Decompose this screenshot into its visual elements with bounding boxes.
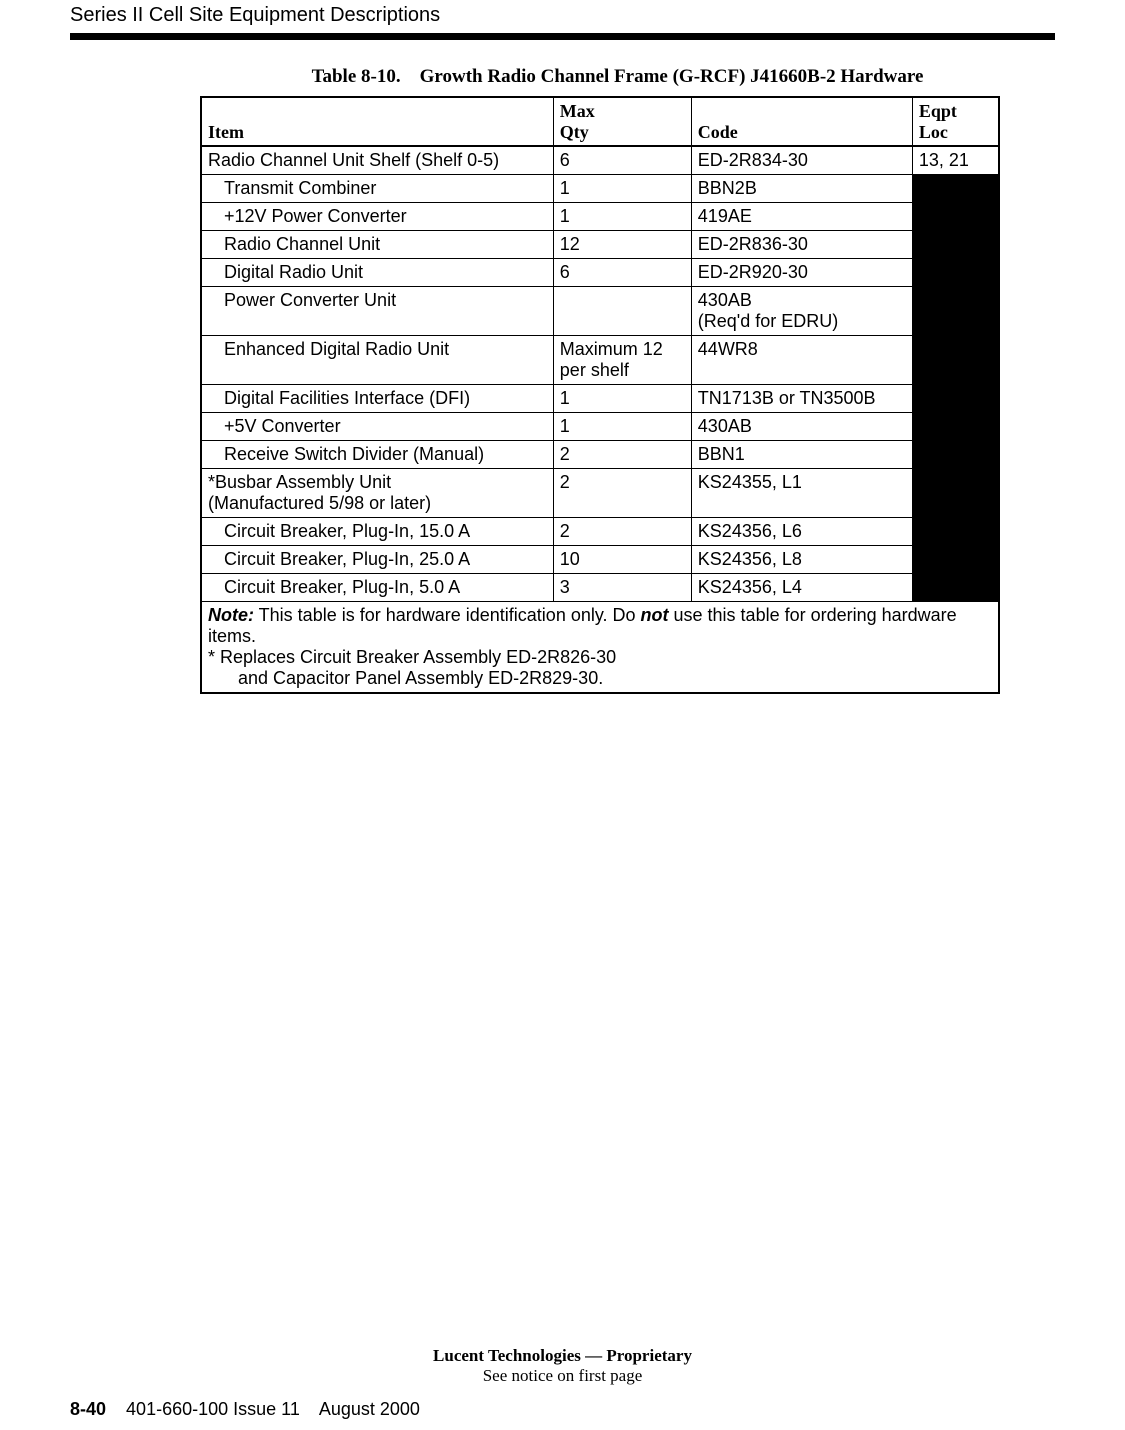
cell-code: KS24356, L4 — [691, 574, 912, 602]
cell-code: ED-2R836-30 — [691, 231, 912, 259]
cell-code: KS24356, L8 — [691, 546, 912, 574]
cell-code: KS24355, L1 — [691, 469, 912, 518]
cell-code: 419AE — [691, 203, 912, 231]
cell-code: BBN1 — [691, 441, 912, 469]
cell-loc — [912, 336, 999, 385]
note-not: not — [641, 605, 669, 625]
doc-date: August 2000 — [319, 1399, 420, 1419]
table-row: Circuit Breaker, Plug-In, 25.0 A10KS2435… — [201, 546, 999, 574]
cell-code: ED-2R920-30 — [691, 259, 912, 287]
footer-line2: See notice on first page — [0, 1366, 1125, 1386]
cell-code: TN1713B or TN3500B — [691, 385, 912, 413]
cell-code: 44WR8 — [691, 336, 912, 385]
cell-qty: 2 — [553, 469, 691, 518]
hardware-table: Item Max Qty Code Eqpt Loc — [200, 96, 1000, 694]
header-rule — [70, 33, 1055, 40]
cell-item: Receive Switch Divider (Manual) — [201, 441, 553, 469]
cell-qty — [553, 287, 691, 336]
cell-code: 430AB — [691, 413, 912, 441]
cell-item: Digital Radio Unit — [201, 259, 553, 287]
col-header-qty: Max Qty — [553, 97, 691, 146]
note-text1: This table is for hardware identificatio… — [254, 605, 641, 625]
cell-item: Radio Channel Unit — [201, 231, 553, 259]
table-row: Radio Channel Unit12ED-2R836-30 — [201, 231, 999, 259]
cell-code: 430AB (Req'd for EDRU) — [691, 287, 912, 336]
cell-loc — [912, 231, 999, 259]
cell-item: Digital Facilities Interface (DFI) — [201, 385, 553, 413]
cell-code: ED-2R834-30 — [691, 146, 912, 175]
cell-loc — [912, 574, 999, 602]
table-note-cell: Note: This table is for hardware identif… — [201, 602, 999, 694]
table-row: Circuit Breaker, Plug-In, 5.0 A3KS24356,… — [201, 574, 999, 602]
table-row: Radio Channel Unit Shelf (Shelf 0-5)6ED-… — [201, 146, 999, 175]
cell-item: +5V Converter — [201, 413, 553, 441]
cell-loc — [912, 259, 999, 287]
table-row: Digital Radio Unit6ED-2R920-30 — [201, 259, 999, 287]
section-title: Series II Cell Site Equipment Descriptio… — [70, 0, 1055, 33]
note-line2: * Replaces Circuit Breaker Assembly ED-2… — [208, 647, 616, 667]
footer-line1: Lucent Technologies — Proprietary — [0, 1346, 1125, 1366]
table-row: Digital Facilities Interface (DFI)1TN171… — [201, 385, 999, 413]
table-row: Circuit Breaker, Plug-In, 15.0 A2KS24356… — [201, 518, 999, 546]
cell-qty: 1 — [553, 203, 691, 231]
caption-label: Table 8-10. — [312, 66, 401, 87]
table-wrap: Item Max Qty Code Eqpt Loc — [200, 96, 1055, 694]
cell-qty: 1 — [553, 413, 691, 441]
cell-loc — [912, 518, 999, 546]
cell-qty: 1 — [553, 385, 691, 413]
table-row: +12V Power Converter1419AE — [201, 203, 999, 231]
cell-code: KS24356, L6 — [691, 518, 912, 546]
col-header-loc: Eqpt Loc — [912, 97, 999, 146]
cell-loc — [912, 546, 999, 574]
footer-center: Lucent Technologies — Proprietary See no… — [0, 1346, 1125, 1386]
cell-item: Enhanced Digital Radio Unit — [201, 336, 553, 385]
cell-loc: 13, 21 — [912, 146, 999, 175]
col-header-code: Code — [691, 97, 912, 146]
cell-item: +12V Power Converter — [201, 203, 553, 231]
table-note-row: Note: This table is for hardware identif… — [201, 602, 999, 694]
cell-loc — [912, 469, 999, 518]
doc-id: 401-660-100 Issue 11 — [126, 1399, 300, 1419]
cell-qty: 1 — [553, 175, 691, 203]
cell-qty: Maximum 12 per shelf — [553, 336, 691, 385]
cell-qty: 2 — [553, 441, 691, 469]
cell-code: BBN2B — [691, 175, 912, 203]
cell-qty: 6 — [553, 259, 691, 287]
cell-loc — [912, 441, 999, 469]
cell-qty: 3 — [553, 574, 691, 602]
cell-qty: 2 — [553, 518, 691, 546]
cell-qty: 12 — [553, 231, 691, 259]
cell-loc — [912, 203, 999, 231]
page-number: 8-40 — [70, 1399, 106, 1419]
caption-title: Growth Radio Channel Frame (G-RCF) J4166… — [420, 66, 924, 87]
note-line3: and Capacitor Panel Assembly ED-2R829-30… — [208, 668, 603, 688]
cell-loc — [912, 287, 999, 336]
cell-item: Transmit Combiner — [201, 175, 553, 203]
table-caption: Table 8-10. Growth Radio Channel Frame (… — [70, 66, 1055, 88]
cell-item: Power Converter Unit — [201, 287, 553, 336]
note-label: Note: — [208, 605, 254, 625]
table-row: *Busbar Assembly Unit (Manufactured 5/98… — [201, 469, 999, 518]
table-row: Enhanced Digital Radio UnitMaximum 12 pe… — [201, 336, 999, 385]
cell-qty: 10 — [553, 546, 691, 574]
table-row: +5V Converter1430AB — [201, 413, 999, 441]
table-row: Receive Switch Divider (Manual)2BBN1 — [201, 441, 999, 469]
table-row: Power Converter Unit 430AB (Req'd for EDR… — [201, 287, 999, 336]
page-footer: 8-40 401-660-100 Issue 11 August 2000 — [70, 1399, 420, 1420]
cell-loc — [912, 385, 999, 413]
cell-item: *Busbar Assembly Unit (Manufactured 5/98… — [201, 469, 553, 518]
cell-loc — [912, 413, 999, 441]
cell-item: Circuit Breaker, Plug-In, 15.0 A — [201, 518, 553, 546]
cell-item: Circuit Breaker, Plug-In, 25.0 A — [201, 546, 553, 574]
table-body: Radio Channel Unit Shelf (Shelf 0-5)6ED-… — [201, 146, 999, 602]
cell-item: Circuit Breaker, Plug-In, 5.0 A — [201, 574, 553, 602]
table-row: Transmit Combiner1BBN2B — [201, 175, 999, 203]
table-header-row: Item Max Qty Code Eqpt Loc — [201, 97, 999, 146]
cell-item: Radio Channel Unit Shelf (Shelf 0-5) — [201, 146, 553, 175]
col-header-item: Item — [201, 97, 553, 146]
cell-qty: 6 — [553, 146, 691, 175]
cell-loc — [912, 175, 999, 203]
page: Series II Cell Site Equipment Descriptio… — [0, 0, 1125, 1430]
